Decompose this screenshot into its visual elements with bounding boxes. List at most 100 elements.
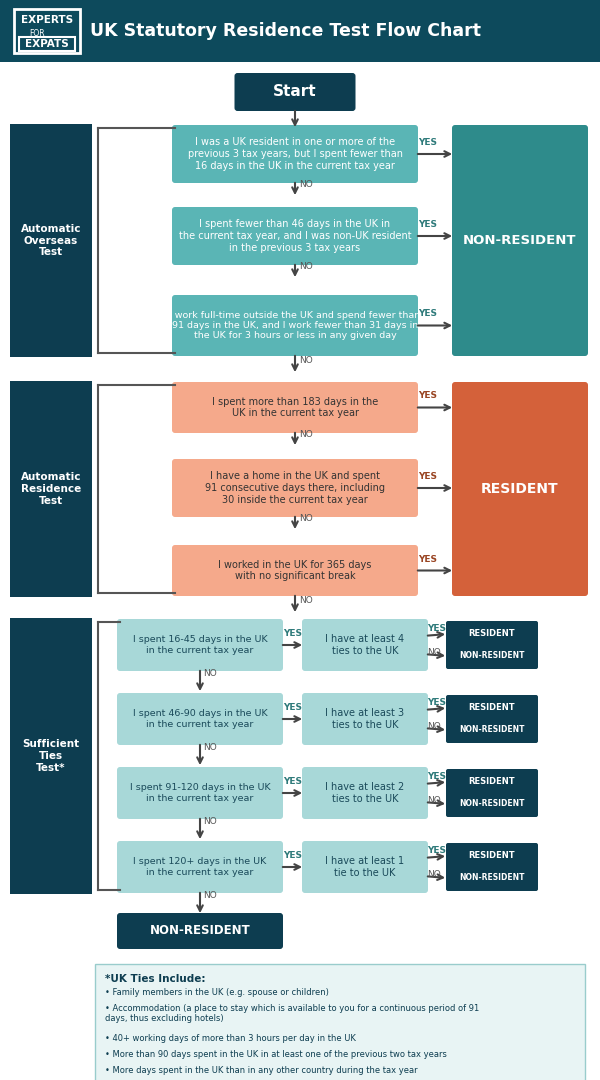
Bar	[10, 124, 92, 357]
Text: NO: NO	[299, 356, 313, 365]
Text: NO: NO	[299, 262, 313, 271]
FancyBboxPatch shape	[446, 843, 538, 869]
FancyBboxPatch shape	[117, 767, 283, 819]
Text: YES: YES	[283, 777, 302, 786]
Text: • Family members in the UK (e.g. spouse or children): • Family members in the UK (e.g. spouse …	[105, 988, 329, 997]
FancyBboxPatch shape	[302, 619, 428, 671]
Text: I have at least 4
ties to the UK: I have at least 4 ties to the UK	[325, 634, 404, 656]
Text: I spent 91-120 days in the UK
in the current tax year: I spent 91-120 days in the UK in the cur…	[130, 783, 271, 802]
Text: I have a home in the UK and spent
91 consecutive days there, including
30 inside: I have a home in the UK and spent 91 con…	[205, 471, 385, 504]
FancyBboxPatch shape	[117, 841, 283, 893]
Text: YES: YES	[283, 851, 302, 860]
Text: RESIDENT: RESIDENT	[469, 778, 515, 786]
Text: NO: NO	[299, 514, 313, 523]
Text: NO: NO	[299, 180, 313, 189]
Text: YES: YES	[418, 391, 437, 401]
Text: NO: NO	[427, 796, 441, 805]
FancyBboxPatch shape	[302, 841, 428, 893]
Text: Automatic
Residence
Test: Automatic Residence Test	[21, 472, 81, 505]
Text: YES: YES	[418, 472, 437, 481]
Bar	[95, 964, 585, 1080]
Bar	[10, 618, 92, 894]
Text: I spent fewer than 46 days in the UK in
the current tax year, and I was non-UK r: I spent fewer than 46 days in the UK in …	[179, 219, 412, 253]
Text: I was a UK resident in one or more of the
previous 3 tax years, but I spent fewe: I was a UK resident in one or more of th…	[187, 137, 403, 171]
Bar	[10, 381, 92, 597]
Text: Automatic
Overseas
Test: Automatic Overseas Test	[21, 224, 81, 257]
Text: YES: YES	[427, 846, 446, 855]
Text: YES: YES	[418, 554, 437, 564]
Text: RESIDENT: RESIDENT	[469, 851, 515, 861]
FancyBboxPatch shape	[172, 545, 418, 596]
Text: FOR: FOR	[29, 28, 45, 38]
Text: NON-RESIDENT: NON-RESIDENT	[459, 799, 525, 809]
FancyBboxPatch shape	[172, 125, 418, 183]
FancyBboxPatch shape	[117, 913, 283, 949]
Text: NON-RESIDENT: NON-RESIDENT	[459, 726, 525, 734]
Bar	[14, 9, 80, 53]
Text: Sufficient
Ties
Test*: Sufficient Ties Test*	[22, 740, 80, 772]
Text: I spent 46-90 days in the UK
in the current tax year: I spent 46-90 days in the UK in the curr…	[133, 710, 268, 729]
Text: NO: NO	[299, 430, 313, 438]
Text: NO: NO	[427, 870, 441, 879]
Text: YES: YES	[283, 629, 302, 638]
Text: YES: YES	[418, 138, 437, 147]
FancyBboxPatch shape	[172, 459, 418, 517]
Text: NO: NO	[299, 596, 313, 605]
FancyBboxPatch shape	[172, 207, 418, 265]
Text: EXPATS: EXPATS	[25, 39, 69, 49]
Text: I spent more than 183 days in the
UK in the current tax year: I spent more than 183 days in the UK in …	[212, 396, 378, 418]
FancyBboxPatch shape	[302, 693, 428, 745]
Text: NO: NO	[203, 891, 217, 900]
FancyBboxPatch shape	[446, 769, 538, 795]
Text: I spent 16-45 days in the UK
in the current tax year: I spent 16-45 days in the UK in the curr…	[133, 635, 268, 654]
FancyBboxPatch shape	[235, 73, 355, 111]
Text: I work full-time outside the UK and spend fewer than
91 days in the UK, and I wo: I work full-time outside the UK and spen…	[169, 311, 421, 340]
Text: NON-RESIDENT: NON-RESIDENT	[459, 651, 525, 661]
Text: *UK Ties Include:: *UK Ties Include:	[105, 974, 205, 984]
Text: I worked in the UK for 365 days
with no significant break: I worked in the UK for 365 days with no …	[218, 559, 371, 581]
Bar	[19, 37, 75, 51]
Text: UK Statutory Residence Test Flow Chart: UK Statutory Residence Test Flow Chart	[90, 22, 481, 40]
Text: YES: YES	[427, 698, 446, 707]
Text: RESIDENT: RESIDENT	[481, 482, 559, 496]
Text: NO: NO	[203, 743, 217, 752]
Text: • Accommodation (a place to stay which is available to you for a continuous peri: • Accommodation (a place to stay which i…	[105, 1004, 479, 1024]
Text: YES: YES	[418, 310, 437, 319]
Text: I spent 120+ days in the UK
in the current tax year: I spent 120+ days in the UK in the curre…	[133, 858, 266, 877]
Text: I have at least 1
tie to the UK: I have at least 1 tie to the UK	[325, 856, 404, 878]
FancyBboxPatch shape	[446, 643, 538, 669]
FancyBboxPatch shape	[172, 382, 418, 433]
FancyBboxPatch shape	[446, 865, 538, 891]
Text: NON-RESIDENT: NON-RESIDENT	[149, 924, 250, 937]
Text: I have at least 2
ties to the UK: I have at least 2 ties to the UK	[325, 782, 404, 804]
FancyBboxPatch shape	[302, 767, 428, 819]
Text: I have at least 3
ties to the UK: I have at least 3 ties to the UK	[325, 708, 404, 730]
Text: • 40+ working days of more than 3 hours per day in the UK: • 40+ working days of more than 3 hours …	[105, 1034, 356, 1043]
Text: Start: Start	[273, 84, 317, 99]
FancyBboxPatch shape	[446, 696, 538, 721]
Text: YES: YES	[427, 624, 446, 633]
FancyBboxPatch shape	[446, 791, 538, 816]
FancyBboxPatch shape	[452, 125, 588, 356]
Text: EXPERTS: EXPERTS	[21, 15, 73, 25]
Text: NO: NO	[203, 669, 217, 678]
Text: YES: YES	[418, 220, 437, 229]
Text: • More days spent in the UK than in any other country during the tax year: • More days spent in the UK than in any …	[105, 1066, 418, 1075]
Text: RESIDENT: RESIDENT	[469, 630, 515, 638]
Text: NON-RESIDENT: NON-RESIDENT	[459, 874, 525, 882]
FancyBboxPatch shape	[446, 621, 538, 647]
Text: • More than 90 days spent in the UK in at least one of the previous two tax year: • More than 90 days spent in the UK in a…	[105, 1050, 447, 1059]
Text: YES: YES	[427, 772, 446, 781]
Text: YES: YES	[283, 703, 302, 712]
Text: NO: NO	[427, 723, 441, 731]
Text: RESIDENT: RESIDENT	[469, 703, 515, 713]
FancyBboxPatch shape	[452, 382, 588, 596]
FancyBboxPatch shape	[172, 295, 418, 356]
Text: NON-RESIDENT: NON-RESIDENT	[463, 234, 577, 247]
Bar	[0, 0, 600, 62]
FancyBboxPatch shape	[117, 693, 283, 745]
Text: NO: NO	[203, 816, 217, 826]
FancyBboxPatch shape	[117, 619, 283, 671]
Text: NO: NO	[427, 648, 441, 657]
FancyBboxPatch shape	[446, 717, 538, 743]
